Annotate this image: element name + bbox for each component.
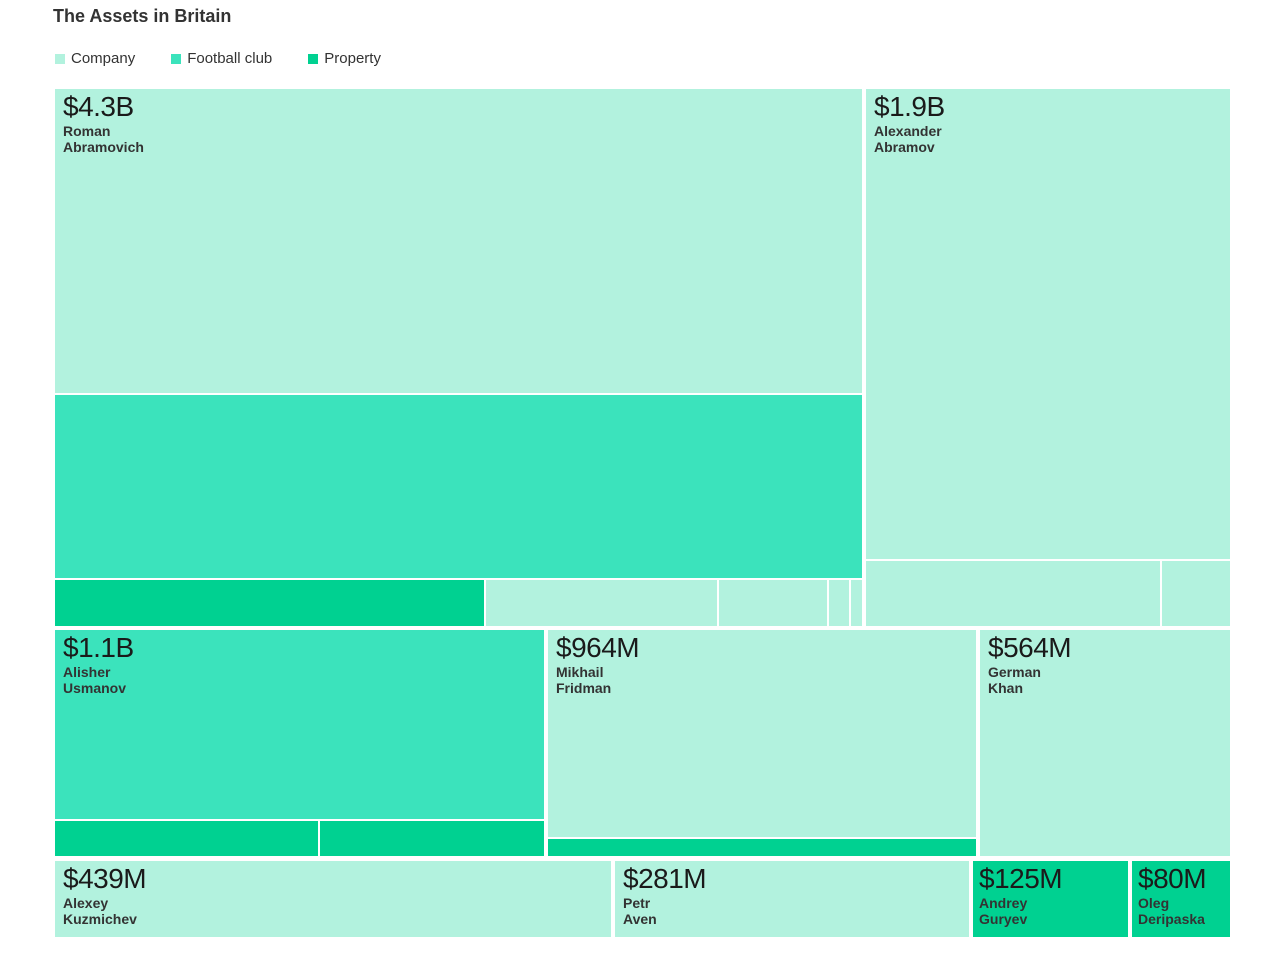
tile-first-name-mikhail-fridman: Mikhail xyxy=(556,664,604,680)
tile-first-name-oleg-deripaska: Oleg xyxy=(1138,895,1170,911)
legend-item-property: Property xyxy=(308,50,381,67)
tile-value-andrey-guryev: $125M xyxy=(979,863,1063,894)
tile-abramovich-property xyxy=(55,580,484,626)
tile-first-name-german-khan: German xyxy=(988,664,1041,680)
tile-abramov-company-3 xyxy=(1162,561,1230,626)
tile-value-mikhail-fridman: $964M xyxy=(556,632,640,663)
tile-last-name-german-khan: Khan xyxy=(988,680,1023,696)
tile-abramovich-company-4 xyxy=(829,580,849,626)
legend: Company Football club Property xyxy=(55,50,417,67)
tile-abramovich-company-2 xyxy=(486,580,717,626)
tile-first-name-roman-abramovich: Roman xyxy=(63,123,111,139)
tile-last-name-oleg-deripaska: Deripaska xyxy=(1138,911,1205,927)
tile-usmanov-property xyxy=(55,821,318,856)
tile-value-oleg-deripaska: $80M xyxy=(1138,863,1207,894)
tile-abramov-company: $1.9B Alexander Abramov xyxy=(866,89,1230,559)
tile-value-petr-aven: $281M xyxy=(623,863,707,894)
tile-value-alisher-usmanov: $1.1B xyxy=(63,632,134,663)
chart-title: The Assets in Britain xyxy=(53,6,232,26)
legend-swatch-company xyxy=(55,53,65,64)
tile-label-petr-aven: $281M Petr Aven xyxy=(623,863,707,927)
tile-fridman-property xyxy=(548,839,976,856)
tile-label-oleg-deripaska: $80M Oleg Deripaska xyxy=(1138,863,1207,927)
tile-kuzmichev-company: $439M Alexey Kuzmichev xyxy=(55,861,611,937)
legend-swatch-property xyxy=(308,53,319,64)
tile-label-andrey-guryev: $125M Andrey Guryev xyxy=(979,863,1063,927)
tile-value-german-khan: $564M xyxy=(988,632,1072,663)
tile-abramovich-company: $4.3B Roman Abramovich xyxy=(55,89,862,393)
tile-usmanov-property-2 xyxy=(320,821,544,856)
tile-value-alexander-abramov: $1.9B xyxy=(874,91,945,122)
tile-abramovich-football xyxy=(55,395,862,578)
tile-first-name-petr-aven: Petr xyxy=(623,895,651,911)
tile-label-roman-abramovich: $4.3B Roman Abramovich xyxy=(63,91,144,155)
tile-aven-company: $281M Petr Aven xyxy=(615,861,969,937)
tile-first-name-alexey-kuzmichev: Alexey xyxy=(63,895,109,911)
tile-last-name-andrey-guryev: Guryev xyxy=(979,911,1028,927)
tile-deripaska-property: $80M Oleg Deripaska xyxy=(1132,861,1230,937)
legend-item-company: Company xyxy=(55,50,135,67)
tile-value-roman-abramovich: $4.3B xyxy=(63,91,134,122)
tile-label-alexander-abramov: $1.9B Alexander Abramov xyxy=(874,91,945,155)
tile-first-name-alisher-usmanov: Alisher xyxy=(63,664,111,680)
tile-abramov-company-2 xyxy=(866,561,1160,626)
tile-first-name-andrey-guryev: Andrey xyxy=(979,895,1028,911)
legend-label-property: Property xyxy=(324,50,381,67)
tile-abramovich-company-5 xyxy=(851,580,862,626)
tile-label-german-khan: $564M German Khan xyxy=(988,632,1072,696)
legend-item-football: Football club xyxy=(171,50,272,67)
tile-fridman-company: $964M Mikhail Fridman xyxy=(548,630,976,837)
legend-label-company: Company xyxy=(71,50,136,67)
tile-last-name-alisher-usmanov: Usmanov xyxy=(63,680,127,696)
tile-last-name-roman-abramovich: Abramovich xyxy=(63,139,144,155)
tile-khan-company: $564M German Khan xyxy=(980,630,1230,856)
tile-label-mikhail-fridman: $964M Mikhail Fridman xyxy=(556,632,640,696)
tile-label-alisher-usmanov: $1.1B Alisher Usmanov xyxy=(63,632,134,696)
tile-value-alexey-kuzmichev: $439M xyxy=(63,863,147,894)
tile-last-name-mikhail-fridman: Fridman xyxy=(556,680,612,696)
legend-swatch-football xyxy=(171,53,182,64)
tile-abramovich-company-3 xyxy=(719,580,827,626)
tile-last-name-petr-aven: Aven xyxy=(623,911,657,927)
tile-guryev-property: $125M Andrey Guryev xyxy=(973,861,1128,937)
tile-label-alexey-kuzmichev: $439M Alexey Kuzmichev xyxy=(63,863,147,927)
tile-last-name-alexey-kuzmichev: Kuzmichev xyxy=(63,911,137,927)
tile-last-name-alexander-abramov: Abramov xyxy=(874,139,935,155)
tile-first-name-alexander-abramov: Alexander xyxy=(874,123,942,139)
tile-usmanov-football: $1.1B Alisher Usmanov xyxy=(55,630,544,819)
legend-label-football: Football club xyxy=(187,50,273,67)
